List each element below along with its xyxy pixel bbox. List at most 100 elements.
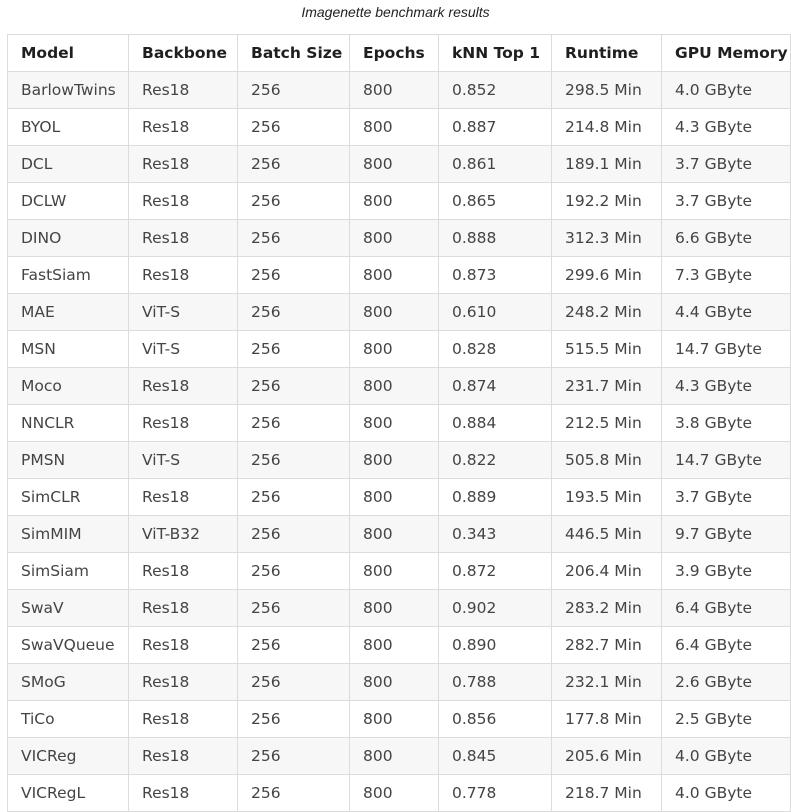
cell-knn-top1: 0.890: [438, 626, 552, 664]
cell-batch-size: 256: [237, 404, 350, 442]
cell-runtime: 189.1 Min: [551, 145, 662, 183]
cell-runtime: 283.2 Min: [551, 589, 662, 627]
table-row: SimSiam Res18 256 800 0.872 206.4 Min 3.9 GByt…: [7, 552, 791, 590]
cell-batch-size: 256: [237, 774, 350, 812]
cell-knn-top1: 0.852: [438, 71, 552, 109]
cell-backbone: ViT-S: [128, 293, 238, 331]
cell-batch-size: 256: [237, 330, 350, 368]
table-row: NNCLR Res18 256 800 0.884 212.5 Min 3.8 GByte: [7, 404, 791, 442]
cell-runtime: 446.5 Min: [551, 515, 662, 553]
cell-model: SimSiam: [7, 552, 129, 590]
table-row: SwaVQueue Res18 256 800 0.890 282.7 Min 6.4 GB…: [7, 626, 791, 664]
cell-knn-top1: 0.865: [438, 182, 552, 220]
cell-runtime: 232.1 Min: [551, 663, 662, 701]
cell-runtime: 206.4 Min: [551, 552, 662, 590]
cell-model: DCL: [7, 145, 129, 183]
column-header-backbone: Backbone: [128, 34, 238, 72]
cell-model: PMSN: [7, 441, 129, 479]
table-body: BarlowTwins Res18 256 800 0.852 298.5 Min 4.0 …: [7, 71, 791, 812]
cell-model: DINO: [7, 219, 129, 257]
cell-epochs: 800: [349, 552, 439, 590]
cell-backbone: Res18: [128, 219, 238, 257]
cell-epochs: 800: [349, 737, 439, 775]
cell-gpu-memory: 3.9 GByte: [661, 552, 791, 590]
cell-gpu-memory: 9.7 GByte: [661, 515, 791, 553]
cell-gpu-memory: 14.7 GByte: [661, 441, 791, 479]
cell-backbone: Res18: [128, 256, 238, 294]
table-row: SimMIM ViT-B32 256 800 0.343 446.5 Min 9.7 GBy…: [7, 515, 791, 553]
cell-batch-size: 256: [237, 663, 350, 701]
cell-gpu-memory: 3.7 GByte: [661, 478, 791, 516]
cell-gpu-memory: 4.3 GByte: [661, 108, 791, 146]
cell-epochs: 800: [349, 774, 439, 812]
column-header-batch-size: Batch Size: [237, 34, 350, 72]
cell-batch-size: 256: [237, 515, 350, 553]
cell-batch-size: 256: [237, 182, 350, 220]
cell-knn-top1: 0.861: [438, 145, 552, 183]
cell-gpu-memory: 6.4 GByte: [661, 626, 791, 664]
cell-batch-size: 256: [237, 71, 350, 109]
cell-model: SimCLR: [7, 478, 129, 516]
cell-model: SMoG: [7, 663, 129, 701]
table-row: PMSN ViT-S 256 800 0.822 505.8 Min 14.7 GByte: [7, 441, 791, 479]
cell-gpu-memory: 2.6 GByte: [661, 663, 791, 701]
cell-runtime: 231.7 Min: [551, 367, 662, 405]
cell-backbone: Res18: [128, 71, 238, 109]
cell-runtime: 192.2 Min: [551, 182, 662, 220]
cell-batch-size: 256: [237, 478, 350, 516]
cell-runtime: 248.2 Min: [551, 293, 662, 331]
table-row: BarlowTwins Res18 256 800 0.852 298.5 Min 4.0 …: [7, 71, 791, 109]
cell-model: VICRegL: [7, 774, 129, 812]
cell-knn-top1: 0.889: [438, 478, 552, 516]
cell-model: NNCLR: [7, 404, 129, 442]
cell-batch-size: 256: [237, 589, 350, 627]
cell-epochs: 800: [349, 441, 439, 479]
cell-knn-top1: 0.828: [438, 330, 552, 368]
cell-knn-top1: 0.778: [438, 774, 552, 812]
cell-knn-top1: 0.610: [438, 293, 552, 331]
cell-runtime: 218.7 Min: [551, 774, 662, 812]
cell-model: DCLW: [7, 182, 129, 220]
cell-backbone: Res18: [128, 774, 238, 812]
cell-knn-top1: 0.873: [438, 256, 552, 294]
table-row: DCLW Res18 256 800 0.865 192.2 Min 3.7 GByte: [7, 182, 791, 220]
cell-epochs: 800: [349, 330, 439, 368]
cell-knn-top1: 0.884: [438, 404, 552, 442]
cell-backbone: Res18: [128, 663, 238, 701]
cell-gpu-memory: 4.0 GByte: [661, 737, 791, 775]
cell-knn-top1: 0.887: [438, 108, 552, 146]
cell-epochs: 800: [349, 515, 439, 553]
cell-gpu-memory: 7.3 GByte: [661, 256, 791, 294]
table-row: VICRegL Res18 256 800 0.778 218.7 Min 4.0 GByt…: [7, 774, 791, 812]
cell-model: BYOL: [7, 108, 129, 146]
cell-epochs: 800: [349, 219, 439, 257]
cell-runtime: 505.8 Min: [551, 441, 662, 479]
table-row: SimCLR Res18 256 800 0.889 193.5 Min 3.7 GByte: [7, 478, 791, 516]
cell-model: SwaVQueue: [7, 626, 129, 664]
cell-runtime: 212.5 Min: [551, 404, 662, 442]
table-row: FastSiam Res18 256 800 0.873 299.6 Min 7.3 GBy…: [7, 256, 791, 294]
cell-gpu-memory: 6.6 GByte: [661, 219, 791, 257]
table-row: MSN ViT-S 256 800 0.828 515.5 Min 14.7 GByte: [7, 330, 791, 368]
cell-backbone: Res18: [128, 737, 238, 775]
cell-batch-size: 256: [237, 108, 350, 146]
cell-epochs: 800: [349, 256, 439, 294]
cell-backbone: ViT-S: [128, 330, 238, 368]
cell-batch-size: 256: [237, 700, 350, 738]
cell-runtime: 515.5 Min: [551, 330, 662, 368]
cell-model: SwaV: [7, 589, 129, 627]
cell-knn-top1: 0.872: [438, 552, 552, 590]
cell-batch-size: 256: [237, 626, 350, 664]
cell-epochs: 800: [349, 367, 439, 405]
header-row: Model Backbone Batch Size Epochs kNN Top 1 Ru…: [7, 34, 791, 72]
table-row: DCL Res18 256 800 0.861 189.1 Min 3.7 GByte: [7, 145, 791, 183]
cell-backbone: Res18: [128, 145, 238, 183]
cell-gpu-memory: 3.7 GByte: [661, 145, 791, 183]
cell-runtime: 205.6 Min: [551, 737, 662, 775]
cell-backbone: Res18: [128, 700, 238, 738]
cell-gpu-memory: 4.3 GByte: [661, 367, 791, 405]
cell-batch-size: 256: [237, 219, 350, 257]
cell-epochs: 800: [349, 182, 439, 220]
cell-epochs: 800: [349, 71, 439, 109]
column-header-runtime: Runtime: [551, 34, 662, 72]
